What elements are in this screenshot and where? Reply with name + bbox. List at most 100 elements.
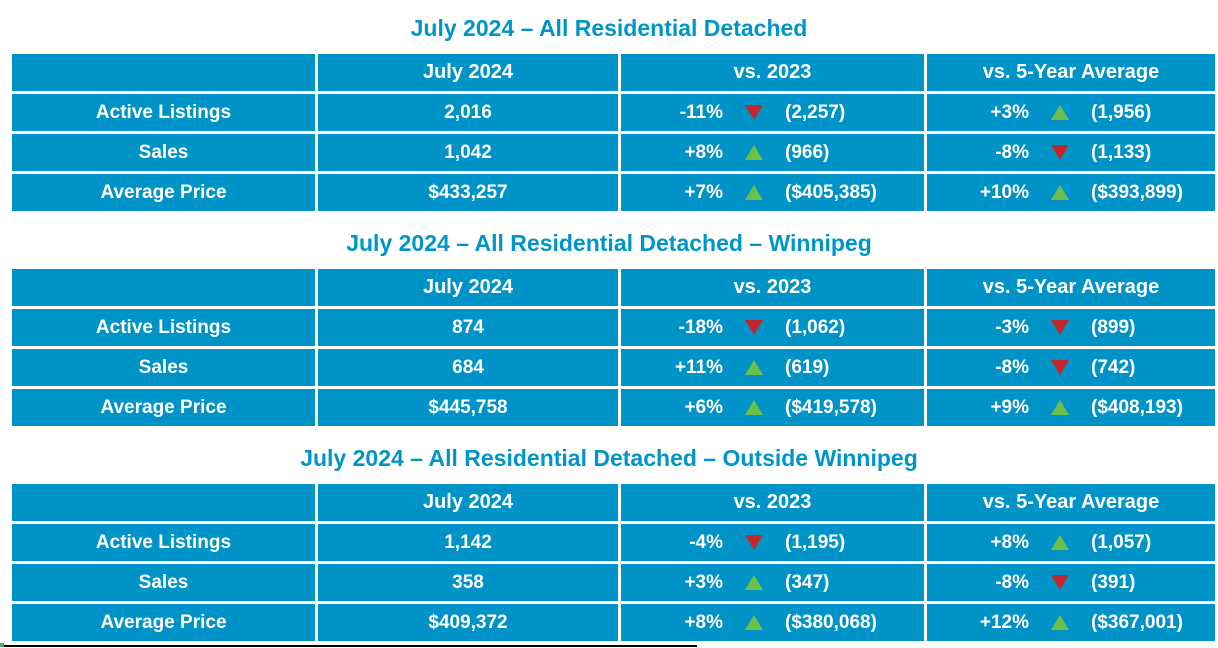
row-label-sales: Sales bbox=[12, 134, 315, 171]
trend-down-icon bbox=[1051, 145, 1069, 160]
trend-up-icon bbox=[745, 575, 763, 590]
trend-down-icon bbox=[1051, 575, 1069, 590]
column-header-vs-5-year-average: vs. 5-Year Average bbox=[927, 54, 1215, 91]
pct-change: +3% bbox=[684, 571, 723, 593]
comparison-value: (966) bbox=[785, 141, 830, 163]
trend-down-icon bbox=[745, 105, 763, 120]
vs-2023-cell: +7% ($405,385) bbox=[621, 174, 924, 211]
trend-up-icon bbox=[1051, 535, 1069, 550]
trend-up-icon bbox=[1051, 615, 1069, 630]
row-label-average-price: Average Price bbox=[12, 389, 315, 426]
current-value: 358 bbox=[318, 564, 618, 601]
column-header-vs-5-year-average: vs. 5-Year Average bbox=[927, 269, 1215, 306]
trend-down-icon bbox=[745, 320, 763, 335]
current-value: 1,142 bbox=[318, 524, 618, 561]
pct-change: -3% bbox=[995, 316, 1029, 338]
column-header-vs-2023: vs. 2023 bbox=[621, 484, 924, 521]
pct-change: +7% bbox=[684, 181, 723, 203]
pct-change: +10% bbox=[979, 181, 1029, 203]
row-label-active-listings: Active Listings bbox=[12, 309, 315, 346]
comparison-value: (619) bbox=[785, 356, 830, 378]
current-value: 2,016 bbox=[318, 94, 618, 131]
vs-2023-cell: +3% (347) bbox=[621, 564, 924, 601]
section-winnipeg: July 2024 – All Residential Detached – W… bbox=[12, 211, 1215, 426]
trend-up-icon bbox=[1051, 400, 1069, 415]
comparison-value: ($380,068) bbox=[785, 611, 877, 633]
trend-up-icon bbox=[745, 185, 763, 200]
trend-up-icon bbox=[1051, 105, 1069, 120]
current-value: 874 bbox=[318, 309, 618, 346]
current-value: $409,372 bbox=[318, 604, 618, 641]
vs-2023-cell: -18% (1,062) bbox=[621, 309, 924, 346]
comparison-value: ($419,578) bbox=[785, 396, 877, 418]
comparison-value: (1,062) bbox=[785, 316, 846, 338]
current-value: $445,758 bbox=[318, 389, 618, 426]
trend-down-icon bbox=[1051, 320, 1069, 335]
comparison-value: ($393,899) bbox=[1091, 181, 1183, 203]
pct-change: +8% bbox=[684, 611, 723, 633]
current-value: 1,042 bbox=[318, 134, 618, 171]
vs-2023-cell: +6% ($419,578) bbox=[621, 389, 924, 426]
trend-up-icon bbox=[745, 615, 763, 630]
comparison-value: (2,257) bbox=[785, 101, 846, 123]
trend-up-icon bbox=[745, 360, 763, 375]
section-outside-winnipeg: July 2024 – All Residential Detached – O… bbox=[12, 426, 1215, 641]
pct-change: -8% bbox=[995, 356, 1029, 378]
vs-2023-cell: +11% (619) bbox=[621, 349, 924, 386]
table-title: July 2024 – All Residential Detached – O… bbox=[300, 445, 918, 471]
trend-up-icon bbox=[1051, 185, 1069, 200]
pct-change: -11% bbox=[679, 101, 723, 123]
cropped-content-line bbox=[0, 645, 697, 647]
vs-5yr-cell: +8% (1,057) bbox=[927, 524, 1215, 561]
vs-5yr-cell: +10% ($393,899) bbox=[927, 174, 1215, 211]
trend-up-icon bbox=[745, 400, 763, 415]
comparison-value: (347) bbox=[785, 571, 830, 593]
vs-5yr-cell: -8% (1,133) bbox=[927, 134, 1215, 171]
vs-2023-cell: +8% (966) bbox=[621, 134, 924, 171]
pct-change: +3% bbox=[990, 101, 1029, 123]
vs-5yr-cell: +3% (1,956) bbox=[927, 94, 1215, 131]
pct-change: -8% bbox=[995, 571, 1029, 593]
column-header-blank bbox=[12, 54, 315, 91]
pct-change: -4% bbox=[689, 531, 723, 553]
pct-change: +8% bbox=[990, 531, 1029, 553]
comparison-value: (1,195) bbox=[785, 531, 846, 553]
column-header-july-2024: July 2024 bbox=[318, 484, 618, 521]
comparison-value: ($408,193) bbox=[1091, 396, 1183, 418]
table-title: July 2024 – All Residential Detached – W… bbox=[346, 230, 872, 256]
comparison-value: (1,057) bbox=[1091, 531, 1152, 553]
vs-5yr-cell: -3% (899) bbox=[927, 309, 1215, 346]
comparison-value: ($367,001) bbox=[1091, 611, 1183, 633]
vs-2023-cell: -11% (2,257) bbox=[621, 94, 924, 131]
column-header-vs-5-year-average: vs. 5-Year Average bbox=[927, 484, 1215, 521]
section-all-residential: July 2024 – All Residential Detached Jul… bbox=[12, 0, 1215, 211]
vs-5yr-cell: +12% ($367,001) bbox=[927, 604, 1215, 641]
row-label-sales: Sales bbox=[12, 349, 315, 386]
comparison-value: (391) bbox=[1091, 571, 1136, 593]
trend-up-icon bbox=[745, 145, 763, 160]
row-label-average-price: Average Price bbox=[12, 174, 315, 211]
trend-down-icon bbox=[745, 535, 763, 550]
pct-change: +12% bbox=[979, 611, 1029, 633]
row-label-active-listings: Active Listings bbox=[12, 94, 315, 131]
row-label-average-price: Average Price bbox=[12, 604, 315, 641]
column-header-blank bbox=[12, 269, 315, 306]
vs-2023-cell: +8% ($380,068) bbox=[621, 604, 924, 641]
vs-5yr-cell: -8% (391) bbox=[927, 564, 1215, 601]
comparison-value: (1,956) bbox=[1091, 101, 1152, 123]
pct-change: -18% bbox=[678, 316, 723, 338]
comparison-value: (1,133) bbox=[1091, 141, 1152, 163]
cropped-content-artifact bbox=[0, 643, 4, 647]
data-table: July 2024 vs. 2023 vs. 5-Year Average Ac… bbox=[12, 54, 1215, 211]
current-value: $433,257 bbox=[318, 174, 618, 211]
pct-change: +6% bbox=[684, 396, 723, 418]
pct-change: +11% bbox=[674, 356, 723, 378]
comparison-value: (742) bbox=[1091, 356, 1136, 378]
column-header-vs-2023: vs. 2023 bbox=[621, 269, 924, 306]
column-header-july-2024: July 2024 bbox=[318, 54, 618, 91]
data-table: July 2024 vs. 2023 vs. 5-Year Average Ac… bbox=[12, 269, 1215, 426]
column-header-july-2024: July 2024 bbox=[318, 269, 618, 306]
table-title: July 2024 – All Residential Detached bbox=[410, 15, 808, 41]
vs-5yr-cell: +9% ($408,193) bbox=[927, 389, 1215, 426]
pct-change: -8% bbox=[995, 141, 1029, 163]
